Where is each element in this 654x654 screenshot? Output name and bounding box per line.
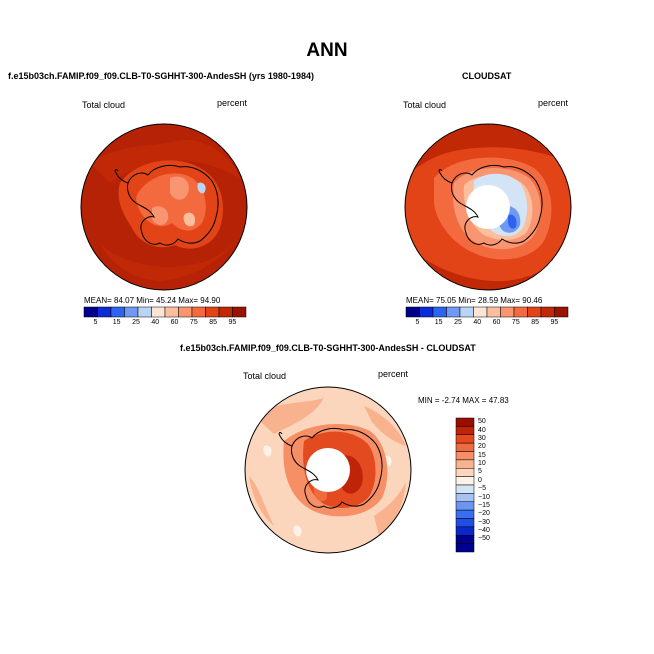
panel-1-colorbar-tick-label: 95 (228, 319, 237, 326)
panel-3-colorbar-swatch (455, 543, 475, 553)
panel-3-colorbar-swatch (455, 535, 475, 544)
panel-3-map (244, 386, 412, 554)
panel-3-variable: Total cloud (243, 371, 287, 381)
panel-2-colorbar-tick-label: 15 (434, 319, 443, 326)
panel-1-stats: MEAN= 84.07 Min= 45.24 Max= 94.90 (84, 296, 221, 305)
panel-3-colorbar-swatch (455, 459, 475, 469)
panel-3-colorbar-swatch (455, 501, 475, 511)
panel-3-colorbar-swatch (455, 476, 475, 486)
panel-1-colorbar-swatch (232, 306, 247, 318)
figure-title: ANN (306, 40, 348, 61)
panel-1-map (80, 123, 248, 291)
panel-3-units: percent (378, 369, 409, 379)
panel-3-colorbar-tick-label: −15 (478, 501, 490, 509)
panel-3-colorbar-tick-label: −40 (478, 527, 490, 535)
panel-2-colorbar-swatch (473, 306, 488, 318)
panel-3-colorbar-swatch (455, 484, 475, 494)
panel-1-colorbar-tick-label: 25 (132, 319, 140, 326)
panel-2-map (404, 123, 572, 291)
panel-3-colorbar-tick-label: −5 (478, 485, 486, 493)
panel-1-colorbar-swatch (191, 306, 206, 318)
panel-3-colorbar-swatch (455, 518, 475, 528)
panel-3-colorbar-swatch (455, 426, 475, 435)
panel-2-colorbar-swatch (459, 306, 474, 318)
panel-3-colorbar-tick-label: 5 (478, 468, 482, 476)
panel-2-colorbar-tick-label: 25 (454, 319, 462, 326)
panel-3-colorbar-swatch (455, 434, 475, 444)
panel-1-colorbar-swatch (97, 306, 112, 318)
panel-3-colorbar-tick-label: −30 (478, 518, 490, 526)
panel-3-colorbar-swatch (455, 417, 475, 427)
panel-3-colorbar-tick-label: 10 (478, 460, 486, 468)
panel-1-colorbar-tick-label: 5 (93, 319, 98, 326)
panel-2-colorbar-tick-label: 85 (531, 319, 539, 326)
panel-2-colorbar-tick-label: 60 (492, 319, 501, 326)
panel-2-colorbar-swatch (540, 306, 555, 318)
panel-1-coastline (127, 164, 219, 246)
panel-1-colorbar-swatch (205, 306, 220, 318)
panel-1-colorbar-swatch (151, 306, 166, 318)
panel-2-pole-mask (466, 185, 510, 229)
panel-3-pole-mask (306, 448, 350, 492)
panel-2-colorbar (405, 306, 569, 318)
panel-3-stats: MIN = -2.74 MAX = 47.83 (418, 396, 509, 405)
panel-3-colorbar-tick-label: 20 (478, 443, 486, 451)
panel-3-colorbar-tick-label: 30 (478, 434, 486, 442)
panel-3-colorbar-tick-label: −10 (478, 493, 490, 501)
panel-1-colorbar-tick-label: 15 (112, 319, 121, 326)
panel-1-colorbar-swatch (218, 306, 233, 318)
panel-3-title: f.e15b03ch.FAMIP.f09_f09.CLB-T0-SGHHT-30… (180, 343, 476, 353)
panel-1-colorbar-tick-label: 40 (151, 319, 160, 326)
panel-1-title: f.e15b03ch.FAMIP.f09_f09.CLB-T0-SGHHT-30… (8, 71, 314, 81)
panel-1-variable: Total cloud (82, 100, 126, 110)
panel-3-colorbar-tick-label: −50 (478, 535, 490, 543)
panel-2-colorbar-tick-label: 5 (415, 319, 420, 326)
panel-1-colorbar (83, 306, 247, 318)
panel-1-colorbar-swatch (83, 306, 98, 318)
panel-3-colorbar (455, 417, 475, 553)
panel-3-colorbar-tick-label: 50 (478, 418, 486, 426)
panel-2-colorbar-swatch (486, 306, 501, 318)
panel-1-colorbar-tick-label: 60 (170, 319, 179, 326)
panel-3-colorbar-swatch (455, 442, 475, 452)
panel-2-colorbar-tick-label: 95 (550, 319, 559, 326)
panel-2-colorbar-swatch (527, 306, 542, 318)
panel-2-colorbar-swatch (419, 306, 434, 318)
panel-3-colorbar-tick-label: 15 (478, 451, 486, 459)
panel-1-colorbar-swatch (178, 306, 193, 318)
panel-3-colorbar-swatch (455, 468, 475, 477)
panel-1-colorbar-swatch (164, 306, 179, 318)
panel-2-coastline (451, 164, 543, 246)
panel-3-colorbar-swatch (455, 451, 475, 461)
panel-2-variable: Total cloud (403, 100, 447, 110)
panel-1-units: percent (217, 98, 248, 108)
panel-2-colorbar-swatch (513, 306, 528, 318)
panel-1-colorbar-swatch (137, 306, 152, 318)
panel-3-colorbar-tick-label: 40 (478, 426, 486, 434)
panel-3-colorbar-tick-label: 0 (478, 476, 482, 484)
panel-2-colorbar-tick-label: 40 (473, 319, 482, 326)
panel-3-coastline (291, 427, 383, 509)
panel-1-colorbar-swatch (124, 306, 139, 318)
panel-2-colorbar-swatch (405, 306, 420, 318)
panel-2-stats: MEAN= 75.05 Min= 28.59 Max= 90.46 (406, 296, 543, 305)
panel-2-colorbar-swatch (432, 306, 447, 318)
panel-2-units: percent (538, 98, 569, 108)
panel-1-colorbar-swatch (110, 306, 125, 318)
panel-3-colorbar-swatch (455, 493, 475, 502)
panel-1-colorbar-tick-label: 85 (209, 319, 217, 326)
panel-3-colorbar-swatch (455, 509, 475, 519)
panel-2-colorbar-swatch (446, 306, 461, 318)
panel-2-title: CLOUDSAT (462, 71, 512, 81)
panel-3-colorbar-swatch (455, 526, 475, 536)
panel-2-colorbar-swatch (500, 306, 515, 318)
panel-2-colorbar-tick-label: 75 (511, 319, 520, 326)
panel-2-colorbar-swatch (554, 306, 569, 318)
panel-1-colorbar-tick-label: 75 (189, 319, 198, 326)
panel-3-colorbar-tick-label: −20 (478, 510, 490, 518)
